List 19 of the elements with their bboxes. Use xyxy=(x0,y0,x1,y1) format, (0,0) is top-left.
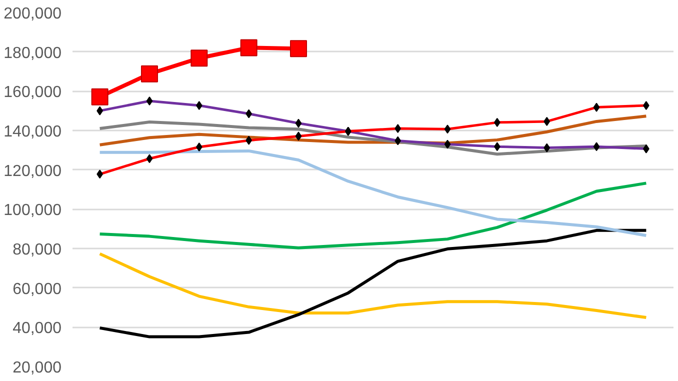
point xyxy=(140,65,158,82)
y-tick-label: 40,000 xyxy=(12,320,62,338)
y-tick-label: 200,000 xyxy=(4,6,62,22)
y-tick-label: 120,000 xyxy=(4,162,62,180)
line-series xyxy=(98,252,648,320)
line-series xyxy=(98,182,648,250)
y-tick-label: 160,000 xyxy=(4,84,62,102)
point xyxy=(240,39,258,56)
point xyxy=(91,88,108,106)
line-series xyxy=(98,228,648,338)
line-series xyxy=(98,120,648,156)
y-tick-label: 60,000 xyxy=(12,280,62,298)
y-tick-label: 100,000 xyxy=(4,202,62,220)
point xyxy=(290,40,307,58)
y-tick-label: 20,000 xyxy=(12,360,62,376)
point xyxy=(190,50,208,67)
y-tick-label: 140,000 xyxy=(4,124,62,140)
y-tick-label: 80,000 xyxy=(12,242,62,258)
y-tick-label: 180,000 xyxy=(4,44,62,62)
